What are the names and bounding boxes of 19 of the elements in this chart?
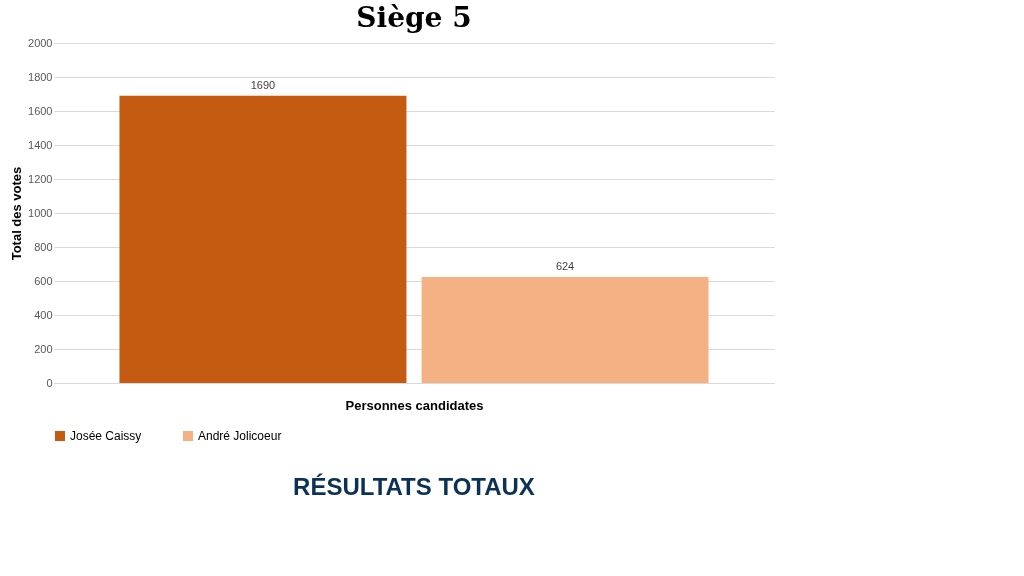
text: RÉSULTATS TOTAUX [293,473,535,500]
legend-label: Josée Caissy [70,429,142,443]
x-axis-title: Personnes candidates [345,397,484,413]
y-tick-label: 800 [34,240,53,253]
y-tick-label: 1600 [28,104,53,117]
chart-title: Siège 5 [356,1,472,34]
y-axis-title: Total des votes [9,166,25,261]
y-tick-label: 0 [46,376,53,389]
y-tick-label: 1400 [28,138,53,151]
y-tick-label: 2000 [28,36,53,49]
data-label: 624 [555,259,575,272]
y-tick-label: 1200 [28,172,53,185]
data-label: 1690 [250,78,276,91]
y-tick-label: 600 [34,274,53,287]
y-tick-label: 200 [34,342,53,355]
legend-label: André Jolicoeur [198,429,282,443]
y-tick-label: 1000 [28,206,53,219]
y-tick-label: 1800 [28,70,53,83]
y-tick-label: 400 [34,308,53,321]
